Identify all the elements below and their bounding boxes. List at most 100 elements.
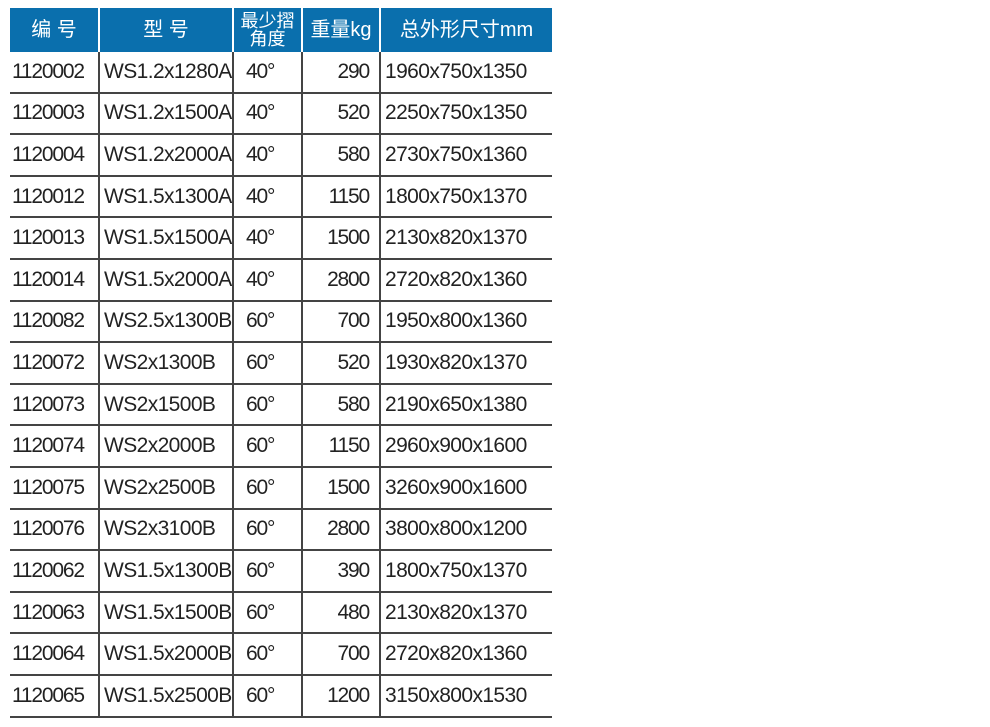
table-row: 1120075 WS2x2500B 60° 1500 3260x900x1600 <box>10 466 552 510</box>
cell-dimensions: 3260x900x1600 <box>379 466 552 510</box>
table-row: 1120074 WS2x2000B 60° 1150 2960x900x1600 <box>10 425 552 468</box>
cell-id: 1120065 <box>10 674 99 718</box>
cell-dimensions: 1960x750x1350 <box>379 52 552 94</box>
cell-weight: 1500 <box>301 466 380 510</box>
cell-angle: 60° <box>232 591 302 635</box>
cell-angle: 60° <box>232 508 302 552</box>
header-dimensions: 总外形尺寸mm <box>379 8 552 52</box>
cell-dimensions: 1950x800x1360 <box>379 300 552 344</box>
cell-id: 1120075 <box>10 466 99 510</box>
cell-angle: 60° <box>232 383 302 427</box>
cell-id: 1120014 <box>10 258 99 302</box>
cell-angle: 60° <box>232 425 302 468</box>
cell-id: 1120076 <box>10 508 99 552</box>
cell-angle: 40° <box>232 217 302 260</box>
header-angle-line2: 角度 <box>249 29 286 49</box>
cell-angle: 40° <box>232 258 302 302</box>
header-model: 型 号 <box>98 8 233 52</box>
cell-id: 1120072 <box>10 342 99 385</box>
cell-dimensions: 2250x750x1350 <box>379 92 552 136</box>
header-id: 编 号 <box>10 8 99 52</box>
cell-weight: 580 <box>301 134 380 177</box>
cell-weight: 2800 <box>301 258 380 302</box>
table-row: 1120062 WS1.5x1300B 60° 390 1800x750x1370 <box>10 550 552 593</box>
cell-model: WS2x2500B <box>98 466 233 510</box>
cell-dimensions: 2960x900x1600 <box>379 425 552 468</box>
header-row: 编 号 型 号 最少摺 角度 重量kg 总外形尺寸mm <box>10 8 552 52</box>
cell-model: WS2x1500B <box>98 383 233 427</box>
table-row: 1120014 WS1.5x2000A 40° 2800 2720x820x1360 <box>10 258 552 302</box>
cell-weight: 1200 <box>301 674 380 718</box>
cell-angle: 60° <box>232 633 302 676</box>
cell-dimensions: 1800x750x1370 <box>379 175 552 219</box>
cell-id: 1120062 <box>10 550 99 593</box>
cell-id: 1120003 <box>10 92 99 136</box>
cell-weight: 390 <box>301 550 380 593</box>
table-row: 1120002 WS1.2x1280A 40° 290 1960x750x1350 <box>10 52 552 94</box>
table-row: 1120076 WS2x3100B 60° 2800 3800x800x1200 <box>10 508 552 552</box>
cell-id: 1120013 <box>10 217 99 260</box>
table-row: 1120065 WS1.5x2500B 60° 1200 3150x800x1530 <box>10 674 552 718</box>
table-row: 1120012 WS1.5x1300A 40° 1150 1800x750x1370 <box>10 175 552 219</box>
cell-weight: 1150 <box>301 425 380 468</box>
cell-id: 1120064 <box>10 633 99 676</box>
table-row: 1120082 WS2.5x1300B 60° 700 1950x800x1360 <box>10 300 552 344</box>
cell-id: 1120004 <box>10 134 99 177</box>
cell-id: 1120063 <box>10 591 99 635</box>
cell-angle: 60° <box>232 674 302 718</box>
cell-weight: 700 <box>301 633 380 676</box>
cell-dimensions: 2720x820x1360 <box>379 633 552 676</box>
cell-model: WS1.5x1500A <box>98 217 233 260</box>
table-row: 1120064 WS1.5x2000B 60° 700 2720x820x1360 <box>10 633 552 676</box>
table-row: 1120063 WS1.5x1500B 60° 480 2130x820x1370 <box>10 591 552 635</box>
cell-angle: 40° <box>232 175 302 219</box>
cell-model: WS1.5x1500B <box>98 591 233 635</box>
cell-model: WS2.5x1300B <box>98 300 233 344</box>
cell-weight: 1150 <box>301 175 380 219</box>
cell-id: 1120074 <box>10 425 99 468</box>
cell-angle: 40° <box>232 52 302 94</box>
cell-dimensions: 2720x820x1360 <box>379 258 552 302</box>
cell-angle: 40° <box>232 92 302 136</box>
cell-model: WS1.5x2000A <box>98 258 233 302</box>
cell-id: 1120002 <box>10 52 99 94</box>
cell-angle: 40° <box>232 134 302 177</box>
cell-id: 1120082 <box>10 300 99 344</box>
cell-model: WS2x3100B <box>98 508 233 552</box>
cell-weight: 700 <box>301 300 380 344</box>
cell-dimensions: 2730x750x1360 <box>379 134 552 177</box>
cell-weight: 2800 <box>301 508 380 552</box>
table-row: 1120013 WS1.5x1500A 40° 1500 2130x820x1370 <box>10 217 552 260</box>
cell-model: WS1.5x2500B <box>98 674 233 718</box>
header-weight: 重量kg <box>301 8 380 52</box>
table-row: 1120003 WS1.2x1500A 40° 520 2250x750x1350 <box>10 92 552 136</box>
cell-weight: 580 <box>301 383 380 427</box>
cell-dimensions: 2190x650x1380 <box>379 383 552 427</box>
cell-angle: 60° <box>232 466 302 510</box>
cell-model: WS1.2x2000A <box>98 134 233 177</box>
cell-model: WS2x2000B <box>98 425 233 468</box>
table-row: 1120072 WS2x1300B 60° 520 1930x820x1370 <box>10 342 552 385</box>
cell-id: 1120012 <box>10 175 99 219</box>
cell-model: WS1.5x1300A <box>98 175 233 219</box>
cell-dimensions: 3150x800x1530 <box>379 674 552 718</box>
table-row: 1120073 WS2x1500B 60° 580 2190x650x1380 <box>10 383 552 427</box>
cell-model: WS1.5x2000B <box>98 633 233 676</box>
cell-dimensions: 2130x820x1370 <box>379 217 552 260</box>
cell-model: WS1.2x1280A <box>98 52 233 94</box>
cell-weight: 290 <box>301 52 380 94</box>
cell-weight: 520 <box>301 342 380 385</box>
header-angle: 最少摺 角度 <box>232 8 302 52</box>
cell-dimensions: 3800x800x1200 <box>379 508 552 552</box>
cell-angle: 60° <box>232 342 302 385</box>
cell-dimensions: 2130x820x1370 <box>379 591 552 635</box>
cell-model: WS2x1300B <box>98 342 233 385</box>
cell-id: 1120073 <box>10 383 99 427</box>
cell-dimensions: 1930x820x1370 <box>379 342 552 385</box>
cell-angle: 60° <box>232 300 302 344</box>
cell-dimensions: 1800x750x1370 <box>379 550 552 593</box>
cell-weight: 1500 <box>301 217 380 260</box>
cell-weight: 480 <box>301 591 380 635</box>
spec-table: 编 号 型 号 最少摺 角度 重量kg 总外形尺寸mm 1120002 WS1.2x… <box>10 8 552 718</box>
cell-model: WS1.2x1500A <box>98 92 233 136</box>
